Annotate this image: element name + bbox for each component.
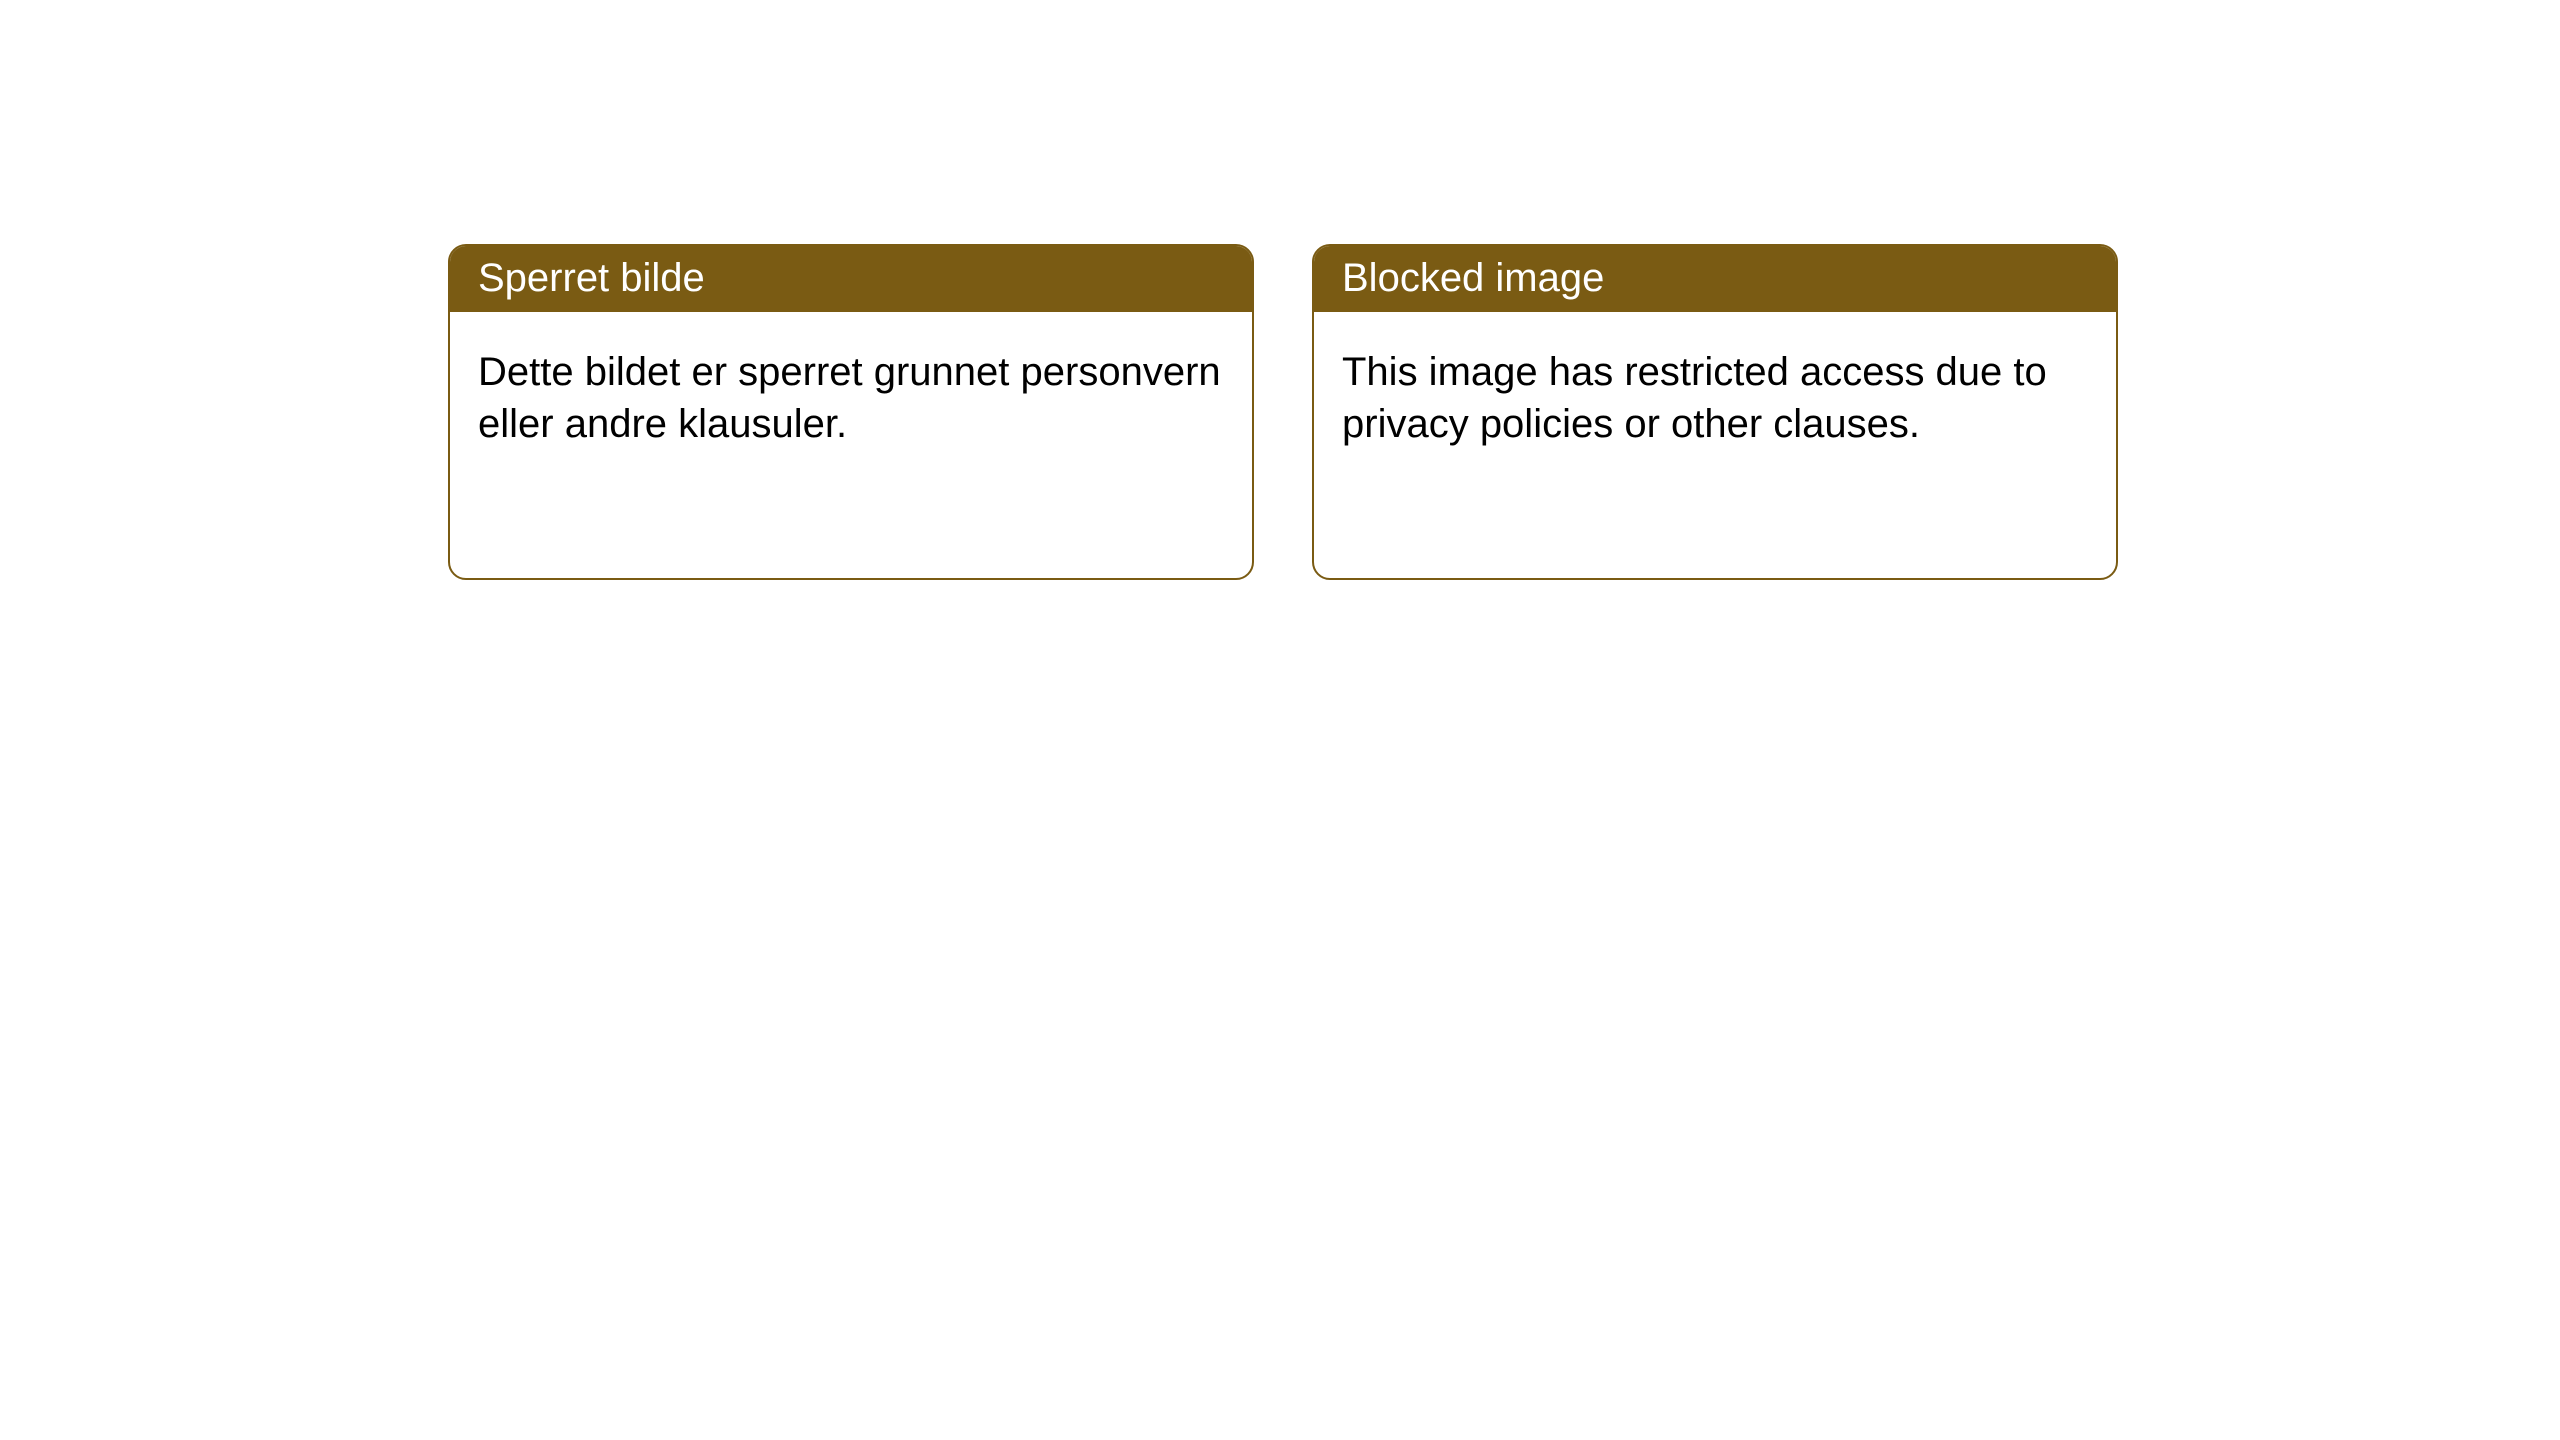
notice-text: Dette bildet er sperret grunnet personve…	[478, 350, 1221, 446]
notice-title: Sperret bilde	[478, 256, 705, 300]
notice-card-norwegian: Sperret bilde Dette bildet er sperret gr…	[448, 244, 1254, 580]
notice-header: Blocked image	[1314, 246, 2116, 312]
notice-body: This image has restricted access due to …	[1314, 312, 2116, 484]
notice-title: Blocked image	[1342, 256, 1604, 300]
notice-container: Sperret bilde Dette bildet er sperret gr…	[0, 0, 2560, 580]
notice-header: Sperret bilde	[450, 246, 1252, 312]
notice-body: Dette bildet er sperret grunnet personve…	[450, 312, 1252, 484]
notice-text: This image has restricted access due to …	[1342, 350, 2047, 446]
notice-card-english: Blocked image This image has restricted …	[1312, 244, 2118, 580]
